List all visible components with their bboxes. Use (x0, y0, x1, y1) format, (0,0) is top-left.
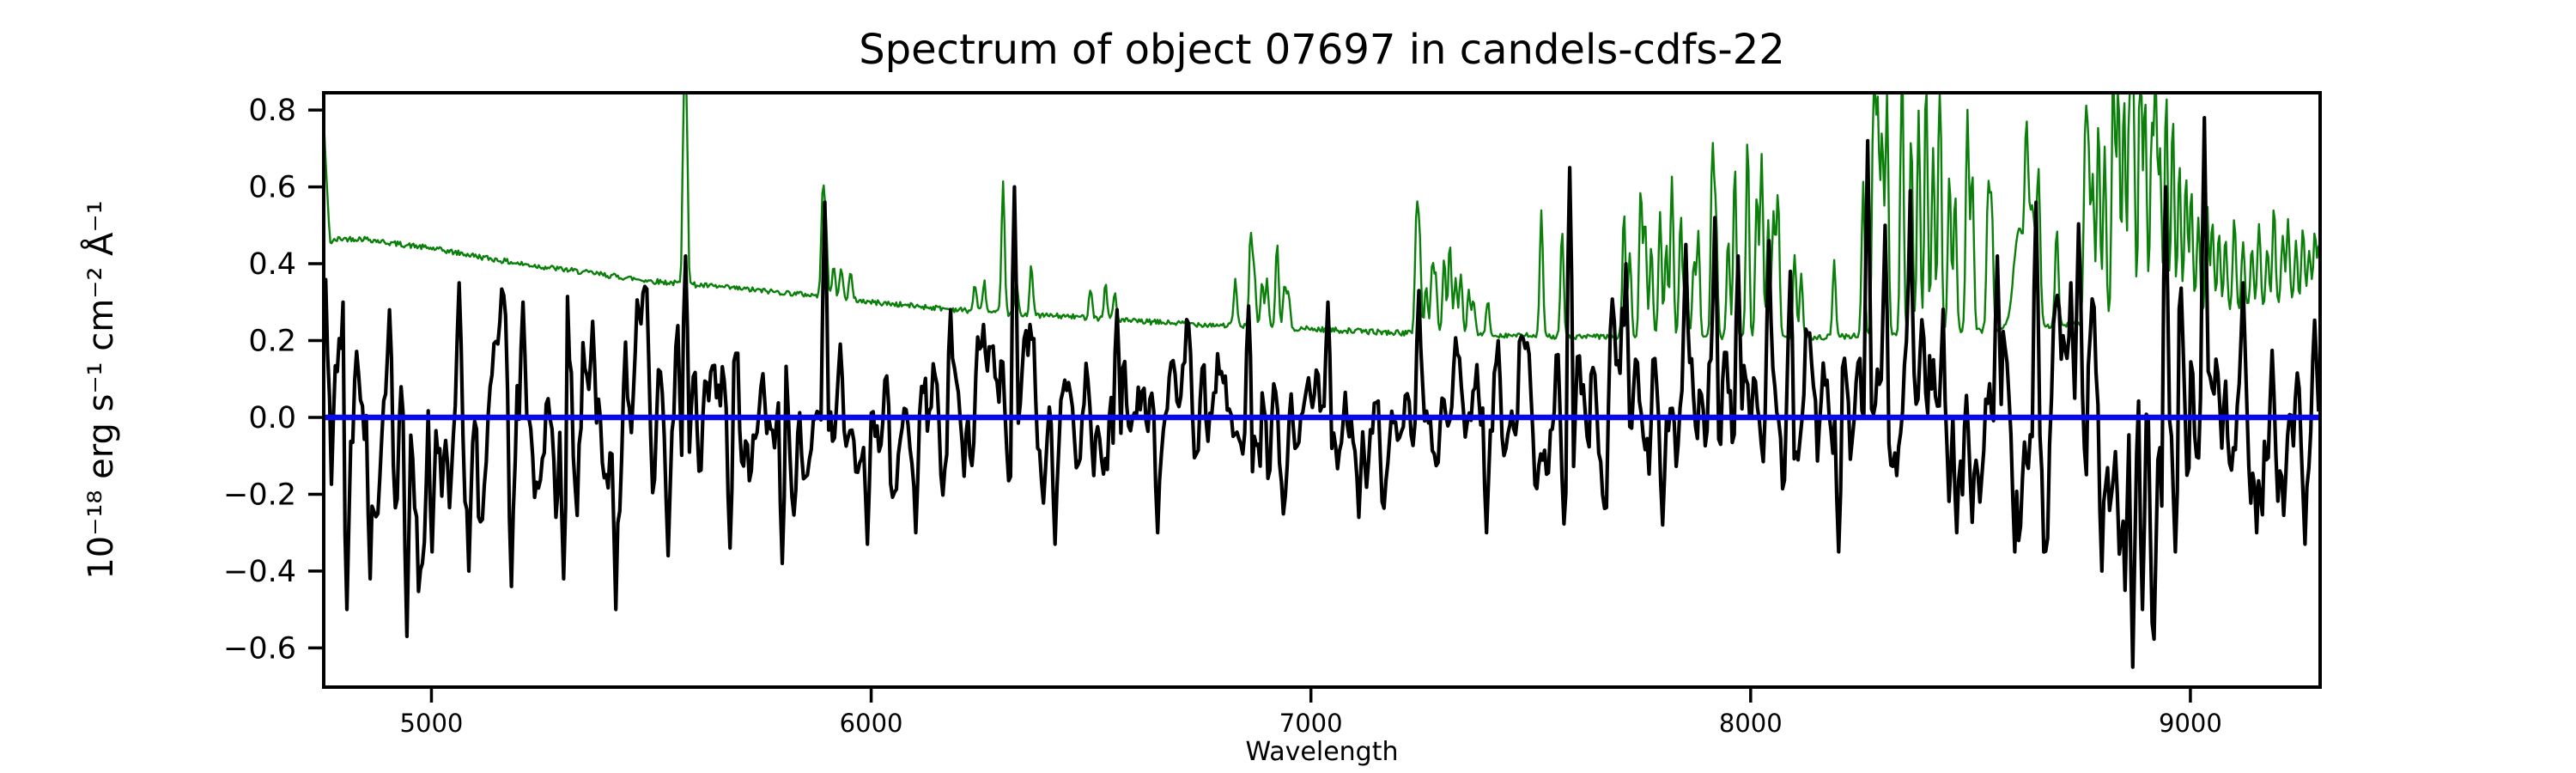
x-tick-label: 7000 (1279, 709, 1343, 738)
flux-series-line (321, 116, 2321, 669)
y-tick-label: 0.8 (248, 94, 296, 128)
x-tick-label: 8000 (1719, 709, 1783, 738)
y-tick-label: 0.0 (248, 401, 296, 435)
y-tick-label: −0.4 (223, 555, 296, 589)
y-tick-label: 0.2 (248, 325, 296, 359)
y-tick-label: 0.4 (248, 247, 296, 282)
x-tick-label: 9000 (2159, 709, 2222, 738)
x-tick-label: 5000 (400, 709, 464, 738)
x-axis-label: Wavelength (1245, 737, 1399, 767)
noise-series-line (322, 91, 2321, 341)
x-tick-label: 6000 (840, 709, 903, 738)
y-tick-label: −0.6 (223, 631, 296, 666)
chart-title: Spectrum of object 07697 in candels-cdfs… (859, 26, 1785, 74)
y-tick-label: −0.2 (223, 478, 296, 512)
y-axis-label: 10⁻¹⁸ erg s⁻¹ cm⁻² Å⁻¹ (82, 200, 121, 580)
plot-border (322, 91, 2322, 689)
y-tick-label: 0.6 (248, 171, 296, 205)
